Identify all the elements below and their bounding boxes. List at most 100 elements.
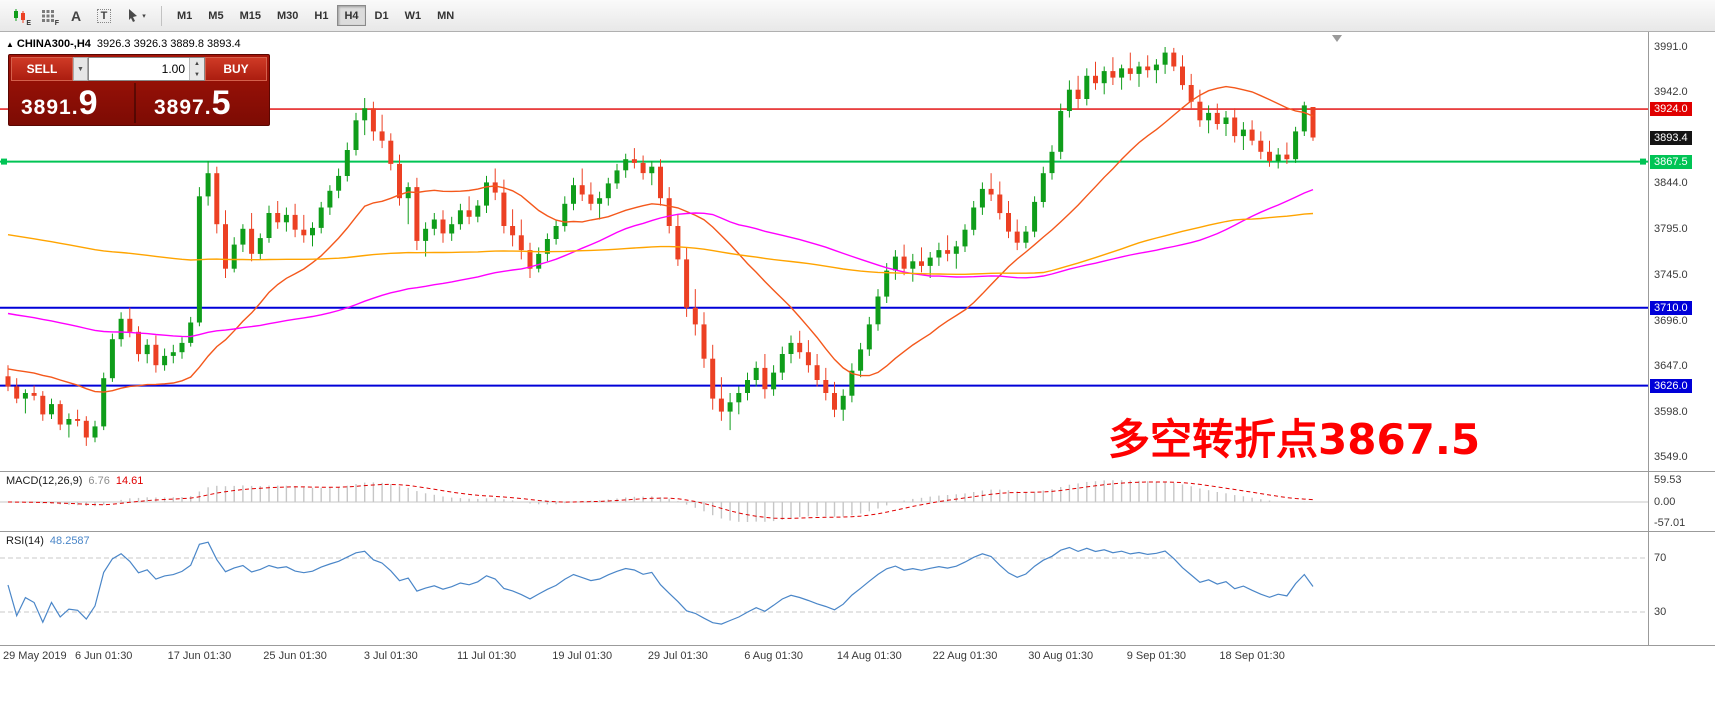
price-axis[interactable]: 3991.0 3942.0 3844.0 3795.0 3745.0 3696.0 3647…	[1649, 0, 1715, 727]
candles-glyph	[14, 8, 25, 23]
price-axis-tick: 3745.0	[1654, 269, 1688, 282]
macd-axis-tick: 0.00	[1654, 496, 1676, 508]
macd-label: MACD(12,26,9) 6.76 14.61	[6, 475, 143, 487]
icon-sub-label: F	[54, 19, 59, 27]
price-axis-tick: 3942.0	[1654, 86, 1688, 99]
panel-divider[interactable]	[0, 471, 1715, 472]
symbol-triangle-icon: ▲	[6, 40, 14, 49]
rsi-label: RSI(14) 48.2587	[6, 535, 90, 547]
rsi-panel[interactable]	[0, 532, 1648, 645]
time-axis-label: 6 Aug 01:30	[744, 650, 803, 662]
time-axis-label: 9 Sep 01:30	[1126, 650, 1187, 662]
volume-decrease-button[interactable]: ▼	[190, 69, 204, 80]
time-axis-label: 11 Jul 01:30	[456, 650, 517, 662]
time-axis-label: 19 Jul 01:30	[552, 650, 613, 662]
rsi-value: 48.2587	[49, 535, 90, 547]
macd-axis-tick: -57.01	[1654, 517, 1686, 530]
price-axis-tick: 3991.0	[1654, 41, 1688, 53]
macd-axis-tick: 59.53	[1654, 473, 1682, 486]
time-axis-label: 29 Jul 01:30	[647, 650, 708, 662]
timeframe-m5[interactable]: M5	[201, 5, 230, 26]
sell-price-main: 3891.	[21, 96, 79, 119]
price-axis-tick: 3844.0	[1654, 177, 1688, 190]
buy-price[interactable]: 3897. 5	[136, 86, 267, 120]
main-chart-panel[interactable]: ▲ CHINA300-,H4 3926.3 3926.3 3889.8 3893.4…	[0, 32, 1648, 471]
chevron-down-icon: ▾	[142, 12, 146, 20]
time-axis-label: 30 Aug 01:30	[1028, 650, 1094, 662]
annotation-text: 多空转折点3867.5	[1108, 415, 1481, 464]
order-controls-row: SELL ▼ 1.00 ▲ ▼ BUY	[11, 57, 267, 81]
timeframe-h1[interactable]: H1	[307, 5, 335, 26]
cursor-tool-icon[interactable]: ▾	[119, 4, 153, 28]
timeframe-h4[interactable]: H4	[337, 5, 366, 26]
rsi-axis-tick: 70	[1654, 552, 1667, 564]
symbol-title: ▲ CHINA300-,H4 3926.3 3926.3 3889.8 3893.4	[6, 38, 241, 50]
macd-panel[interactable]	[0, 472, 1648, 531]
rsi-name: RSI(14)	[6, 535, 44, 547]
letter-t-glyph: T	[96, 8, 112, 23]
timeframe-mn[interactable]: MN	[430, 5, 461, 26]
time-axis-label: 6 Jun 01:30	[74, 650, 133, 662]
price-divider	[134, 83, 136, 123]
grid-glyph	[42, 9, 54, 22]
sell-button[interactable]: SELL	[11, 57, 73, 81]
time-axis-label: 22 Aug 01:30	[932, 650, 998, 662]
candlestick-chart[interactable]	[0, 32, 1648, 471]
text-box-icon[interactable]: T	[91, 4, 117, 28]
buy-price-main: 3897.	[154, 96, 212, 119]
macd-chart	[0, 480, 1648, 522]
price-axis-tick: 3696.0	[1654, 314, 1688, 327]
symbol-name: CHINA300-,H4	[16, 38, 91, 50]
axis-divider	[1648, 32, 1649, 646]
grid-icon[interactable]: F	[35, 4, 61, 28]
timeframe-d1[interactable]: D1	[368, 5, 396, 26]
time-axis-label: 17 Jun 01:30	[167, 650, 232, 662]
volume-increase-button[interactable]: ▲	[190, 58, 204, 69]
letter-a-glyph: A	[70, 7, 82, 24]
macd-main-value: 6.76	[88, 475, 110, 487]
panel-divider[interactable]	[0, 531, 1715, 532]
timeframe-m15[interactable]: M15	[233, 5, 268, 26]
chart-bars-icon[interactable]: E	[7, 4, 33, 28]
buy-button[interactable]: BUY	[205, 57, 267, 81]
cursor-glyph	[129, 9, 138, 22]
timeframe-m1[interactable]: M1	[170, 5, 199, 26]
time-axis-label: 25 Jun 01:30	[263, 650, 327, 662]
volume-value: 1.00	[161, 62, 185, 76]
timeframe-w1[interactable]: W1	[398, 5, 429, 26]
one-click-trading-panel: SELL ▼ 1.00 ▲ ▼ BUY 3891. 9 38	[8, 54, 270, 126]
macd-name: MACD(12,26,9)	[6, 475, 83, 487]
sell-price-big-digit: 9	[78, 84, 98, 122]
time-axis[interactable]: 29 May 2019 6 Jun 01:30 17 Jun 01:30 25 Jun…	[0, 646, 1648, 667]
ohlc-values: 3926.3 3926.3 3889.8 3893.4	[96, 38, 241, 50]
toolbar-separator	[161, 5, 162, 26]
toolbar: E F A T ▾ M1 M5 M15 M30 H1 H4 D1 W1 MN	[0, 0, 1715, 32]
sell-price[interactable]: 3891. 9	[11, 86, 134, 120]
macd-signal-value: 14.61	[115, 475, 144, 487]
price-badge: 3893.4	[1650, 130, 1692, 145]
volume-input[interactable]: 1.00 ▲ ▼	[88, 57, 205, 81]
price-badge: 3867.5	[1650, 154, 1692, 169]
timeframe-m30[interactable]: M30	[270, 5, 305, 26]
icon-sub-label: E	[26, 19, 31, 27]
buy-price-big-digit: 5	[211, 84, 231, 122]
rsi-chart	[0, 541, 1648, 625]
text-label-icon[interactable]: A	[63, 4, 89, 28]
price-axis-tick: 3598.0	[1654, 405, 1688, 418]
series-end-marker-icon	[1332, 35, 1342, 42]
price-axis-tick: 3647.0	[1654, 360, 1688, 373]
volume-dropdown-button[interactable]: ▼	[73, 57, 88, 81]
price-axis-tick: 3549.0	[1654, 450, 1688, 463]
time-axis-label: 18 Sep 01:30	[1219, 650, 1285, 662]
price-badge: 3710.0	[1650, 300, 1692, 315]
time-axis-label: 3 Jul 01:30	[363, 650, 418, 662]
time-axis-label: 29 May 2019	[3, 650, 67, 662]
timeframe-toolbar: M1 M5 M15 M30 H1 H4 D1 W1 MN	[169, 5, 462, 26]
price-axis-tick: 3795.0	[1654, 222, 1688, 235]
panel-divider	[0, 645, 1715, 646]
price-badge: 3626.0	[1650, 378, 1692, 393]
price-badge: 3924.0	[1650, 102, 1692, 117]
rsi-axis-tick: 30	[1654, 606, 1667, 618]
volume-stepper: ▲ ▼	[189, 58, 204, 80]
